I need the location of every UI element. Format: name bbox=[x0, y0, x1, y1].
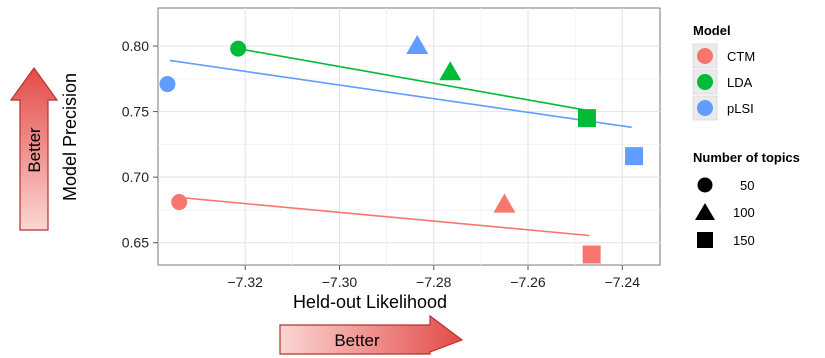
axis-ticks: −7.32 −7.30 −7.28 −7.26 −7.24 0.65 0.70 0.75 0.8… bbox=[122, 38, 640, 290]
y-better-arrow: Better bbox=[9, 66, 59, 231]
legend-label-ctm: CTM bbox=[727, 49, 755, 64]
x-tick-label: −7.32 bbox=[227, 274, 263, 290]
legend-topics-entries: 50 100 150 bbox=[695, 177, 755, 248]
y-axis-title: Model Precision bbox=[60, 73, 80, 201]
legend-shape-100 bbox=[695, 203, 715, 220]
trend-line-ctm bbox=[179, 196, 590, 237]
y-better-arrow-label: Better bbox=[25, 127, 44, 173]
trend-line-plsi bbox=[169, 59, 632, 129]
y-tick-label: 0.75 bbox=[122, 104, 149, 120]
legend-model-title: Model bbox=[693, 23, 731, 38]
x-better-arrow-label: Better bbox=[334, 331, 380, 350]
trend-line-lda bbox=[237, 47, 588, 112]
point-lda-150 bbox=[577, 109, 596, 128]
point-ctm-100 bbox=[493, 193, 516, 213]
x-axis-title: Held-out Likelihood bbox=[293, 292, 447, 312]
legend-model-entries: CTM LDA pLSI bbox=[692, 43, 755, 121]
point-ctm-150 bbox=[582, 245, 601, 264]
y-tick-label: 0.70 bbox=[122, 169, 149, 185]
legend-label-plsi: pLSI bbox=[727, 101, 754, 116]
legend-shape-150 bbox=[697, 232, 713, 248]
point-lda-50 bbox=[230, 40, 247, 57]
x-better-arrow-shape bbox=[279, 314, 464, 355]
x-tick-label: −7.28 bbox=[416, 274, 452, 290]
point-plsi-50 bbox=[159, 76, 176, 93]
legend-swatch-ctm bbox=[697, 48, 713, 64]
x-better-arrow: Better bbox=[279, 314, 464, 355]
y-better-arrow-shape bbox=[9, 66, 59, 231]
x-tick-label: −7.30 bbox=[322, 274, 358, 290]
x-tick-label: −7.24 bbox=[605, 274, 641, 290]
legend-label-100: 100 bbox=[733, 205, 755, 220]
legend-label-lda: LDA bbox=[727, 75, 753, 90]
point-lda-100 bbox=[439, 61, 462, 81]
point-plsi-100 bbox=[406, 35, 429, 55]
legend-swatch-plsi bbox=[697, 100, 713, 116]
y-tick-label: 0.80 bbox=[122, 38, 149, 54]
grid-lines bbox=[158, 8, 660, 265]
legend-topics-title: Number of topics bbox=[693, 150, 800, 165]
point-ctm-50 bbox=[171, 194, 188, 211]
legend-swatch-lda bbox=[697, 74, 713, 90]
legend-label-50: 50 bbox=[740, 178, 754, 193]
legend-label-150: 150 bbox=[733, 233, 755, 248]
data-points bbox=[159, 35, 644, 264]
trend-lines bbox=[169, 47, 632, 237]
point-plsi-150 bbox=[625, 147, 644, 166]
legend-shape-50 bbox=[697, 177, 713, 193]
x-tick-label: −7.26 bbox=[510, 274, 546, 290]
y-tick-label: 0.65 bbox=[122, 235, 149, 251]
